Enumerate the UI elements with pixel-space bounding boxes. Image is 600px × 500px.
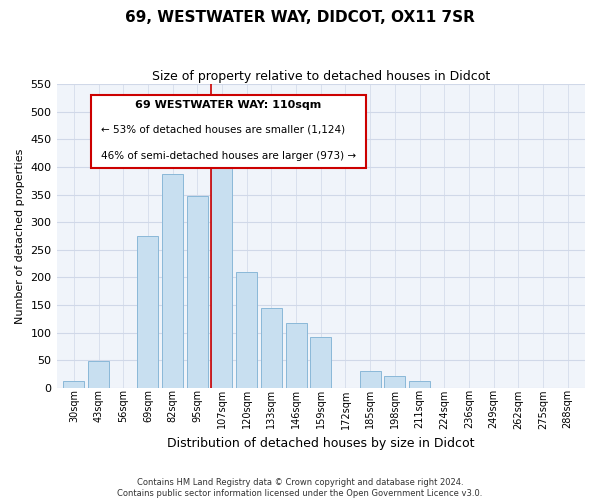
Bar [88, 362, 109, 388]
FancyBboxPatch shape [91, 95, 365, 168]
Text: Contains HM Land Registry data © Crown copyright and database right 2024.
Contai: Contains HM Land Registry data © Crown c… [118, 478, 482, 498]
Bar [211, 156, 232, 388]
Bar [236, 272, 257, 388]
Bar [64, 381, 85, 388]
Y-axis label: Number of detached properties: Number of detached properties [15, 148, 25, 324]
Bar [162, 174, 183, 388]
Text: ← 53% of detached houses are smaller (1,124): ← 53% of detached houses are smaller (1,… [101, 125, 346, 135]
Text: 69, WESTWATER WAY, DIDCOT, OX11 7SR: 69, WESTWATER WAY, DIDCOT, OX11 7SR [125, 10, 475, 25]
Bar [409, 381, 430, 388]
Bar [261, 308, 282, 388]
Bar [359, 370, 380, 388]
Text: 69 WESTWATER WAY: 110sqm: 69 WESTWATER WAY: 110sqm [135, 100, 322, 110]
Bar [310, 337, 331, 388]
Bar [187, 196, 208, 388]
Bar [286, 322, 307, 388]
Bar [385, 376, 406, 388]
Title: Size of property relative to detached houses in Didcot: Size of property relative to detached ho… [152, 70, 490, 83]
Bar [137, 236, 158, 388]
Text: 46% of semi-detached houses are larger (973) →: 46% of semi-detached houses are larger (… [101, 150, 356, 160]
X-axis label: Distribution of detached houses by size in Didcot: Distribution of detached houses by size … [167, 437, 475, 450]
